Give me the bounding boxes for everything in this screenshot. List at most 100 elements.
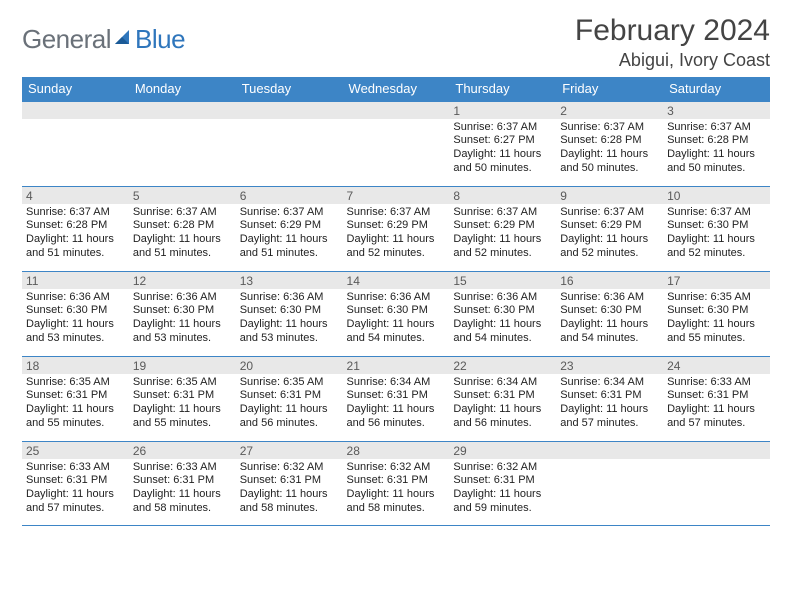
day-number: 16 — [556, 272, 663, 289]
day-details: Sunrise: 6:37 AMSunset: 6:28 PMDaylight:… — [129, 204, 236, 267]
day-details: Sunrise: 6:32 AMSunset: 6:31 PMDaylight:… — [236, 459, 343, 522]
day-details: Sunrise: 6:37 AMSunset: 6:29 PMDaylight:… — [556, 204, 663, 267]
day-number: 2 — [556, 102, 663, 119]
day-details: Sunrise: 6:35 AMSunset: 6:31 PMDaylight:… — [22, 374, 129, 437]
calendar-cell: 4Sunrise: 6:37 AMSunset: 6:28 PMDaylight… — [22, 186, 129, 271]
day-details: Sunrise: 6:32 AMSunset: 6:31 PMDaylight:… — [449, 459, 556, 522]
page-title: February 2024 — [575, 14, 770, 48]
calendar-cell-inner — [129, 102, 236, 186]
day-number — [556, 442, 663, 459]
weekday-header-friday: Friday — [556, 77, 663, 101]
calendar-cell-inner: 6Sunrise: 6:37 AMSunset: 6:29 PMDaylight… — [236, 187, 343, 271]
calendar-cell: 6Sunrise: 6:37 AMSunset: 6:29 PMDaylight… — [236, 186, 343, 271]
day-details: Sunrise: 6:36 AMSunset: 6:30 PMDaylight:… — [343, 289, 450, 352]
calendar-cell — [236, 101, 343, 186]
day-details: Sunrise: 6:32 AMSunset: 6:31 PMDaylight:… — [343, 459, 450, 522]
calendar-cell-inner: 7Sunrise: 6:37 AMSunset: 6:29 PMDaylight… — [343, 187, 450, 271]
calendar-cell-inner: 20Sunrise: 6:35 AMSunset: 6:31 PMDayligh… — [236, 357, 343, 441]
day-details: Sunrise: 6:37 AMSunset: 6:29 PMDaylight:… — [343, 204, 450, 267]
day-number: 14 — [343, 272, 450, 289]
calendar-cell-inner — [236, 102, 343, 186]
calendar-body: 1Sunrise: 6:37 AMSunset: 6:27 PMDaylight… — [22, 101, 770, 526]
calendar-cell: 1Sunrise: 6:37 AMSunset: 6:27 PMDaylight… — [449, 101, 556, 186]
day-number: 4 — [22, 187, 129, 204]
weekday-header-wednesday: Wednesday — [343, 77, 450, 101]
weekday-header-sunday: Sunday — [22, 77, 129, 101]
calendar-cell-inner — [556, 442, 663, 526]
calendar-cell-inner: 10Sunrise: 6:37 AMSunset: 6:30 PMDayligh… — [663, 187, 770, 271]
calendar-cell-inner: 12Sunrise: 6:36 AMSunset: 6:30 PMDayligh… — [129, 272, 236, 356]
day-number: 17 — [663, 272, 770, 289]
calendar-row: 18Sunrise: 6:35 AMSunset: 6:31 PMDayligh… — [22, 356, 770, 441]
calendar-cell-inner: 11Sunrise: 6:36 AMSunset: 6:30 PMDayligh… — [22, 272, 129, 356]
day-details: Sunrise: 6:33 AMSunset: 6:31 PMDaylight:… — [663, 374, 770, 437]
calendar-cell-inner: 8Sunrise: 6:37 AMSunset: 6:29 PMDaylight… — [449, 187, 556, 271]
day-details: Sunrise: 6:35 AMSunset: 6:31 PMDaylight:… — [236, 374, 343, 437]
day-number: 25 — [22, 442, 129, 459]
day-details: Sunrise: 6:37 AMSunset: 6:28 PMDaylight:… — [556, 119, 663, 182]
day-details: Sunrise: 6:37 AMSunset: 6:29 PMDaylight:… — [449, 204, 556, 267]
calendar-cell: 20Sunrise: 6:35 AMSunset: 6:31 PMDayligh… — [236, 356, 343, 441]
calendar-cell: 7Sunrise: 6:37 AMSunset: 6:29 PMDaylight… — [343, 186, 450, 271]
calendar-cell: 19Sunrise: 6:35 AMSunset: 6:31 PMDayligh… — [129, 356, 236, 441]
calendar-cell: 23Sunrise: 6:34 AMSunset: 6:31 PMDayligh… — [556, 356, 663, 441]
day-details: Sunrise: 6:37 AMSunset: 6:28 PMDaylight:… — [22, 204, 129, 267]
page-header: General Blue February 2024 Abigui, Ivory… — [22, 14, 770, 71]
calendar-cell: 17Sunrise: 6:35 AMSunset: 6:30 PMDayligh… — [663, 271, 770, 356]
calendar-cell — [343, 101, 450, 186]
calendar-cell: 9Sunrise: 6:37 AMSunset: 6:29 PMDaylight… — [556, 186, 663, 271]
calendar-cell: 15Sunrise: 6:36 AMSunset: 6:30 PMDayligh… — [449, 271, 556, 356]
logo-word-general: General — [22, 24, 111, 55]
day-number: 19 — [129, 357, 236, 374]
calendar-cell: 13Sunrise: 6:36 AMSunset: 6:30 PMDayligh… — [236, 271, 343, 356]
calendar-cell: 10Sunrise: 6:37 AMSunset: 6:30 PMDayligh… — [663, 186, 770, 271]
calendar-cell-inner: 21Sunrise: 6:34 AMSunset: 6:31 PMDayligh… — [343, 357, 450, 441]
calendar-cell-inner — [22, 102, 129, 186]
day-number — [236, 102, 343, 119]
calendar-cell: 25Sunrise: 6:33 AMSunset: 6:31 PMDayligh… — [22, 441, 129, 526]
day-details: Sunrise: 6:37 AMSunset: 6:28 PMDaylight:… — [663, 119, 770, 182]
day-details: Sunrise: 6:34 AMSunset: 6:31 PMDaylight:… — [556, 374, 663, 437]
day-number: 13 — [236, 272, 343, 289]
day-details: Sunrise: 6:33 AMSunset: 6:31 PMDaylight:… — [129, 459, 236, 522]
calendar-page: General Blue February 2024 Abigui, Ivory… — [0, 0, 792, 612]
day-number: 5 — [129, 187, 236, 204]
calendar-cell — [129, 101, 236, 186]
day-details: Sunrise: 6:33 AMSunset: 6:31 PMDaylight:… — [22, 459, 129, 522]
logo-sail-icon — [113, 28, 133, 48]
calendar-cell-inner: 22Sunrise: 6:34 AMSunset: 6:31 PMDayligh… — [449, 357, 556, 441]
day-number — [22, 102, 129, 119]
calendar-cell-inner: 17Sunrise: 6:35 AMSunset: 6:30 PMDayligh… — [663, 272, 770, 356]
calendar-cell-inner: 2Sunrise: 6:37 AMSunset: 6:28 PMDaylight… — [556, 102, 663, 186]
calendar-weekday-header: SundayMondayTuesdayWednesdayThursdayFrid… — [22, 77, 770, 101]
calendar-cell-inner: 1Sunrise: 6:37 AMSunset: 6:27 PMDaylight… — [449, 102, 556, 186]
calendar-cell-inner — [663, 442, 770, 526]
calendar-cell: 24Sunrise: 6:33 AMSunset: 6:31 PMDayligh… — [663, 356, 770, 441]
weekday-header-saturday: Saturday — [663, 77, 770, 101]
location-subtitle: Abigui, Ivory Coast — [575, 50, 770, 71]
day-number: 27 — [236, 442, 343, 459]
weekday-header-thursday: Thursday — [449, 77, 556, 101]
day-number — [343, 102, 450, 119]
day-number: 24 — [663, 357, 770, 374]
logo: General Blue — [22, 24, 185, 55]
day-details — [129, 119, 236, 127]
day-number: 11 — [22, 272, 129, 289]
calendar-cell: 3Sunrise: 6:37 AMSunset: 6:28 PMDaylight… — [663, 101, 770, 186]
day-details: Sunrise: 6:35 AMSunset: 6:31 PMDaylight:… — [129, 374, 236, 437]
calendar-cell: 18Sunrise: 6:35 AMSunset: 6:31 PMDayligh… — [22, 356, 129, 441]
calendar-cell-inner — [343, 102, 450, 186]
day-number — [129, 102, 236, 119]
calendar-cell — [663, 441, 770, 526]
weekday-header-monday: Monday — [129, 77, 236, 101]
day-number: 1 — [449, 102, 556, 119]
calendar-cell-inner: 19Sunrise: 6:35 AMSunset: 6:31 PMDayligh… — [129, 357, 236, 441]
day-details — [343, 119, 450, 127]
day-details — [556, 459, 663, 467]
day-number: 18 — [22, 357, 129, 374]
day-number: 15 — [449, 272, 556, 289]
calendar-cell-inner: 23Sunrise: 6:34 AMSunset: 6:31 PMDayligh… — [556, 357, 663, 441]
day-number: 12 — [129, 272, 236, 289]
day-details: Sunrise: 6:36 AMSunset: 6:30 PMDaylight:… — [129, 289, 236, 352]
day-number: 7 — [343, 187, 450, 204]
